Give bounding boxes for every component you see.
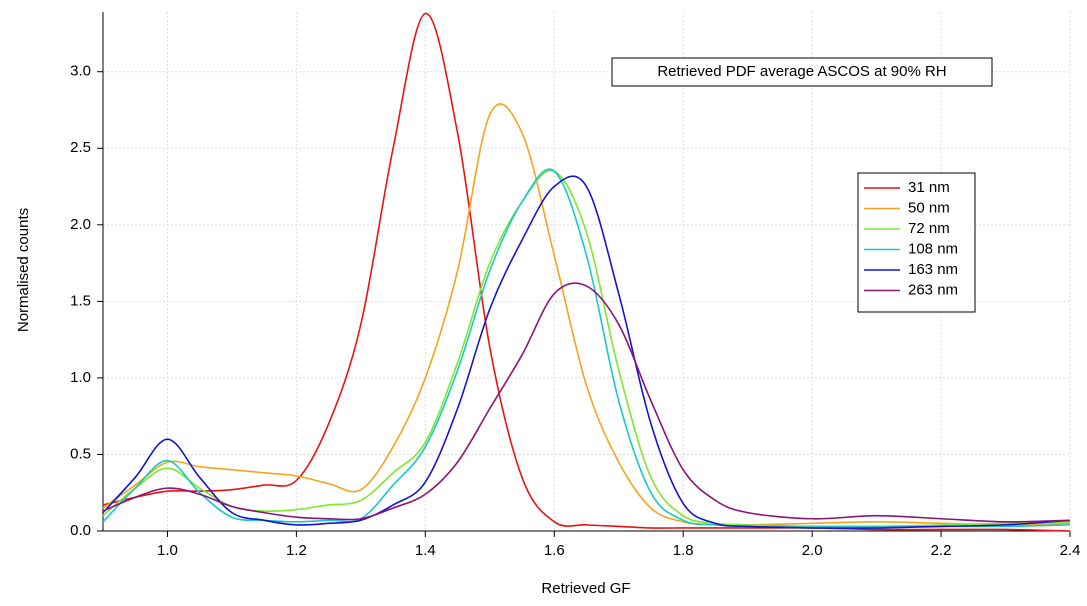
x-tick-label: 2.4 bbox=[1060, 542, 1081, 559]
x-tick-label: 1.2 bbox=[286, 542, 307, 559]
y-tick-label: 2.0 bbox=[70, 216, 91, 233]
legend-label: 72 nm bbox=[908, 220, 950, 237]
legend-label: 50 nm bbox=[908, 199, 950, 216]
legend-label: 31 nm bbox=[908, 179, 950, 196]
x-tick-label: 1.6 bbox=[544, 542, 565, 559]
y-tick-label: 1.0 bbox=[70, 369, 91, 386]
legend-label: 263 nm bbox=[908, 281, 958, 298]
series-line bbox=[102, 175, 1071, 529]
series-line bbox=[102, 103, 1071, 526]
y-tick-label: 0.5 bbox=[70, 445, 91, 462]
y-tick-label: 2.5 bbox=[70, 139, 91, 156]
legend-box bbox=[857, 172, 976, 313]
x-axis-label: Retrieved GF bbox=[541, 580, 630, 597]
y-axis-label: Normalised counts bbox=[15, 208, 32, 332]
y-tick-label: 3.0 bbox=[70, 63, 91, 80]
x-tick-label: 1.0 bbox=[157, 542, 178, 559]
x-tick-label: 2.2 bbox=[931, 542, 952, 559]
series-line bbox=[102, 168, 1071, 528]
annotation-box bbox=[611, 57, 993, 87]
y-tick-label: 1.5 bbox=[70, 292, 91, 309]
x-tick-label: 1.4 bbox=[415, 542, 436, 559]
legend-label: 108 nm bbox=[908, 240, 958, 257]
x-tick-label: 1.8 bbox=[673, 542, 694, 559]
y-tick-label: 0.0 bbox=[70, 522, 91, 539]
legend-label: 163 nm bbox=[908, 261, 958, 278]
series-line bbox=[102, 282, 1071, 523]
annotation: Retrieved PDF average ASCOS at 90% RH bbox=[657, 63, 946, 80]
x-tick-label: 2.0 bbox=[802, 542, 823, 559]
